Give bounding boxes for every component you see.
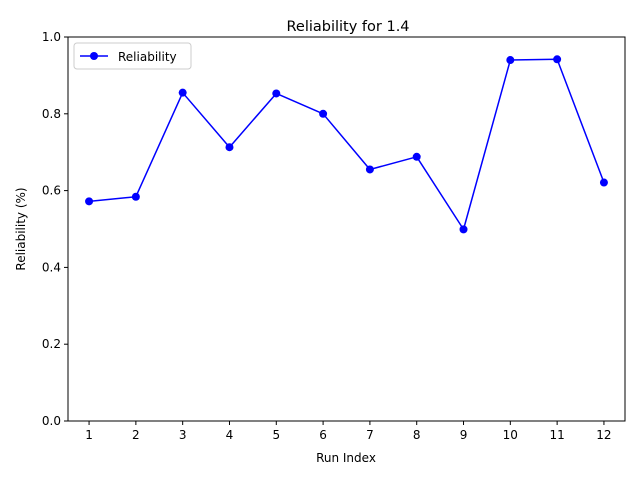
data-point: [459, 225, 468, 234]
data-point: [506, 56, 515, 65]
data-point: [553, 55, 562, 64]
y-axis-label: Reliability (%): [14, 187, 28, 270]
y-tick-label: 1.0: [42, 30, 61, 44]
x-tick-label: 9: [460, 428, 468, 442]
y-tick-label: 0.8: [42, 107, 61, 121]
x-tick-label: 6: [319, 428, 327, 442]
data-point: [319, 109, 328, 118]
y-tick-label: 0.2: [42, 337, 61, 351]
data-point: [225, 143, 234, 152]
y-tick-label: 0.4: [42, 260, 61, 274]
data-point: [412, 152, 421, 161]
legend-label: Reliability: [118, 50, 177, 64]
y-tick-label: 0.6: [42, 184, 61, 198]
x-tick-label: 10: [503, 428, 518, 442]
legend: Reliability: [73, 42, 192, 70]
x-tick-label: 5: [272, 428, 280, 442]
legend-box: [73, 42, 192, 70]
x-tick-label: 8: [413, 428, 421, 442]
x-axis-ticks: 1 2 3 4 5 6 7 8 9 10 11 12: [85, 421, 612, 442]
x-tick-label: 7: [366, 428, 374, 442]
x-tick-label: 2: [132, 428, 140, 442]
plot-frame: [67, 36, 626, 422]
chart-title: Reliability for 1.4: [286, 19, 409, 35]
legend-marker-swatch: [90, 52, 98, 60]
y-tick-label: 0.0: [42, 414, 61, 428]
data-point: [85, 197, 94, 206]
series-line-0: [88, 58, 605, 231]
data-point: [365, 165, 374, 174]
data-point: [131, 192, 140, 201]
series-layer: [85, 55, 608, 234]
y-axis-ticks: 0.0 0.2 0.4 0.6 0.8 1.0: [42, 30, 68, 428]
x-tick-label: 1: [85, 428, 93, 442]
x-tick-label: 12: [596, 428, 611, 442]
data-point: [599, 178, 608, 187]
data-point: [272, 89, 281, 98]
x-tick-label: 11: [549, 428, 564, 442]
x-axis-label: Run Index: [316, 451, 376, 465]
x-tick-label: 3: [179, 428, 187, 442]
data-point: [178, 88, 187, 97]
x-tick-label: 4: [226, 428, 234, 442]
